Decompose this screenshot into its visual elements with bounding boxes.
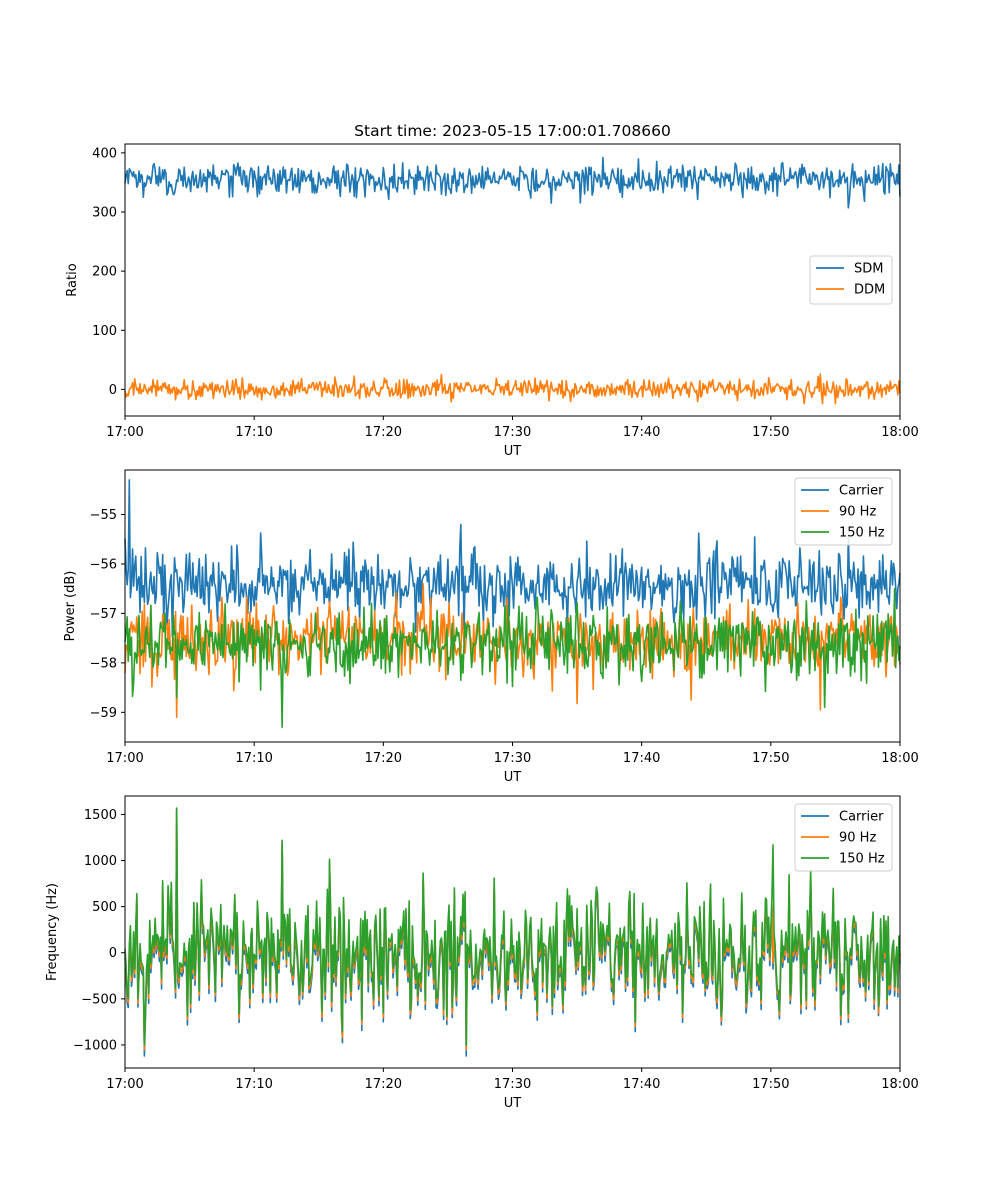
y-axis-label: Power (dB) [63,571,78,642]
y-tick-label: −59 [90,706,117,721]
legend-label: 150 Hz [839,852,885,867]
series-line-carrier [124,479,901,638]
chart-panel-1: 17:00 17:10 17:20 17:30 17:40 17:50 18:00 UT 0 10… [65,143,919,459]
y-tick-label: −57 [90,607,117,622]
y-tick-label: 0 [109,946,117,961]
series-line-sdm [124,156,901,209]
y-tick-label: 1500 [84,808,117,823]
y-tick-label: 500 [92,900,117,915]
x-axis-label: UT [504,1096,522,1111]
y-axis-label: Ratio [65,263,80,296]
legend-label: 90 Hz [839,505,876,520]
y-tick-label: −55 [90,508,117,523]
x-tick-label: 17:00 [106,425,143,440]
x-tick-label: 17:30 [494,751,531,766]
x-tick-label: 17:00 [106,751,143,766]
legend: SDM DDM [809,255,893,305]
legend-label: SDM [854,262,883,277]
legend-box [794,803,893,872]
x-tick-label: 17:50 [752,425,789,440]
x-tick-label: 17:20 [365,751,402,766]
x-tick-label: 18:00 [881,1077,918,1092]
x-tick-label: 17:40 [623,425,660,440]
x-axis-label: UT [504,444,522,459]
x-tick-label: 17:00 [106,1077,143,1092]
y-tick-label: 200 [92,265,117,280]
legend-box [794,477,893,546]
legend-label: DDM [854,283,885,298]
series-line-150-hz [124,587,901,728]
x-tick-label: 17:20 [365,425,402,440]
x-tick-label: 18:00 [881,425,918,440]
y-tick-label: −56 [90,557,117,572]
legend-label: 90 Hz [839,831,876,846]
y-tick-label: −500 [81,992,117,1007]
x-tick-label: 17:40 [623,751,660,766]
y-tick-label: 400 [92,146,117,161]
series-line-150-hz [124,807,901,1046]
x-tick-label: 17:30 [494,425,531,440]
legend: Carrier 90 Hz 150 Hz [794,477,893,546]
y-tick-label: 300 [92,206,117,221]
chart-panel-3: 17:00 17:10 17:20 17:30 17:40 17:50 18:00 UT −10… [45,795,919,1111]
axes-frame [124,469,901,743]
y-axis-label: Frequency (Hz) [45,883,60,981]
legend-label: 150 Hz [839,526,885,541]
y-tick-label: 0 [109,383,117,398]
plot-area [124,479,901,728]
chart-panel-2: 17:00 17:10 17:20 17:30 17:40 17:50 18:00 UT −59… [63,469,919,785]
x-tick-label: 18:00 [881,751,918,766]
series-line-ddm [124,373,901,405]
x-tick-label: 17:30 [494,1077,531,1092]
legend: Carrier 90 Hz 150 Hz [794,803,893,872]
x-tick-label: 17:10 [235,1077,272,1092]
x-tick-label: 17:20 [365,1077,402,1092]
y-tick-label: 100 [92,324,117,339]
x-tick-label: 17:50 [752,1077,789,1092]
x-tick-label: 17:10 [235,425,272,440]
figure-title: Start time: 2023-05-15 17:00:01.708660 [354,122,671,140]
x-tick-label: 17:10 [235,751,272,766]
y-tick-label: 1000 [84,854,117,869]
x-tick-label: 17:40 [623,1077,660,1092]
legend-label: Carrier [839,484,884,499]
x-tick-label: 17:50 [752,751,789,766]
y-tick-label: −58 [90,656,117,671]
plot-area [124,156,901,405]
legend-label: Carrier [839,810,884,825]
y-tick-label: −1000 [73,1038,117,1053]
x-axis-label: UT [504,770,522,785]
plot-area [124,807,901,1057]
